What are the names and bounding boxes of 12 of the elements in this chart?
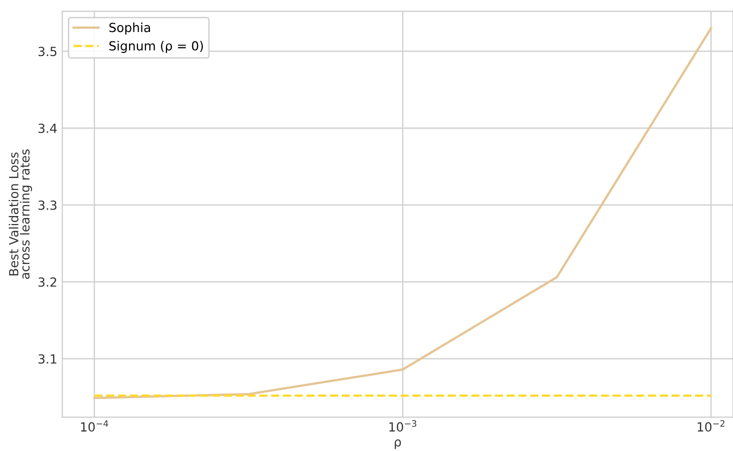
x-tick-label: 10$^{−2}$ bbox=[698, 420, 724, 432]
x-tick-label: 10$^{−3}$ bbox=[389, 420, 416, 432]
x-axis-title: ρ bbox=[394, 439, 401, 450]
y-tick-label: 3.3 bbox=[38, 200, 56, 210]
x-tick-label: 10$^{−4}$ bbox=[81, 420, 108, 432]
legend-label: Signum (ρ = 0) bbox=[109, 40, 203, 53]
y-tick-label: 3.5 bbox=[38, 46, 56, 56]
y-tick-label: 3.2 bbox=[38, 277, 56, 287]
legend-label: Sophia bbox=[109, 22, 150, 35]
y-tick-label: 3.4 bbox=[38, 124, 57, 134]
y-axis-title: Best Validation Loss across learning rates bbox=[8, 149, 32, 279]
y-tick-label: 3.1 bbox=[38, 354, 56, 364]
